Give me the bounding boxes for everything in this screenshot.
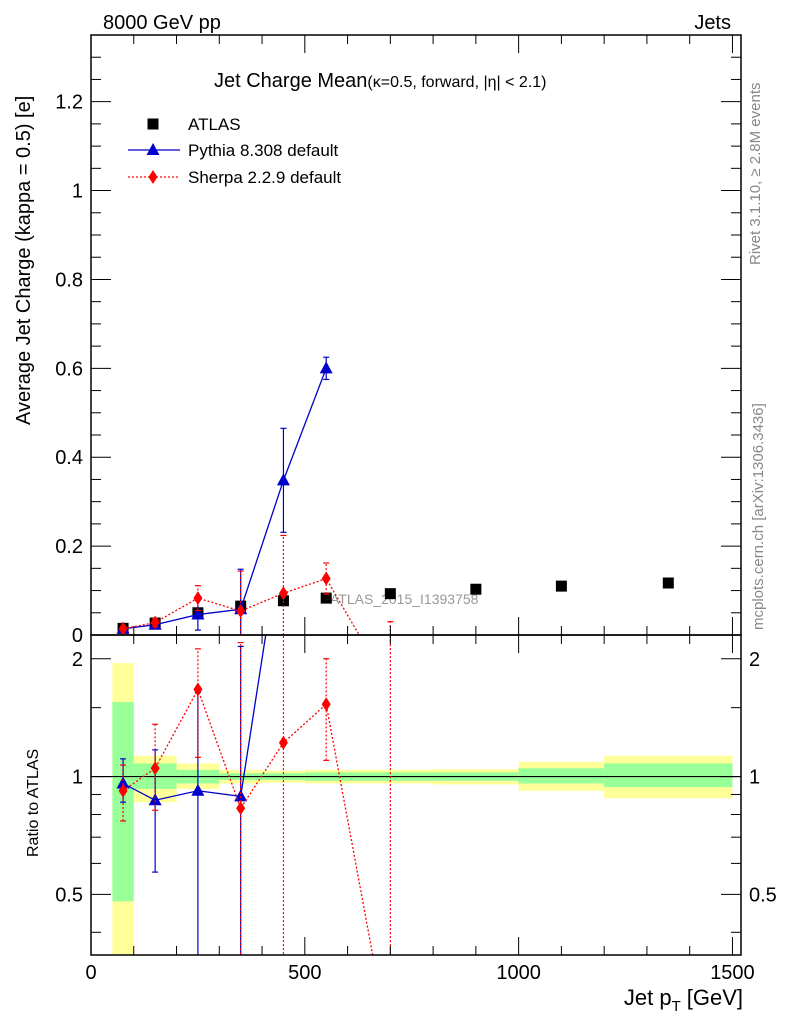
legend-atlas-marker [147, 118, 159, 130]
legend-sherpa-label: Sherpa 2.2.9 default [188, 168, 341, 187]
sherpa-point [193, 591, 203, 606]
y-tick-label: 0.4 [55, 447, 83, 469]
ratio-y-tick-label: 1 [72, 767, 83, 789]
y-tick-label: 0 [72, 625, 83, 647]
y-tick-label: 1.2 [55, 92, 83, 114]
ratio-y-tick-label-right: 0.5 [749, 884, 777, 906]
sherpa-point [321, 571, 331, 586]
ratio-inner-band [518, 768, 605, 784]
ratio-sherpa-point [236, 801, 246, 816]
y-tick-label: 0.8 [55, 269, 83, 291]
legend-pythia-label: Pythia 8.308 default [188, 141, 339, 160]
sherpa-point [118, 621, 128, 635]
atlas-point [384, 588, 396, 600]
x-axis-label-unit: [GeV] [687, 985, 743, 1010]
rivet-version-label: Rivet 3.1.10, ≥ 2.8M events [747, 83, 764, 266]
ratio-pythia-point [148, 793, 162, 806]
x-axis-label-sub: T [672, 998, 681, 1015]
ratio-y-tick-label: 2 [72, 649, 83, 671]
y-tick-label: 1 [72, 181, 83, 203]
y-tick-label: 0.6 [55, 358, 83, 380]
ratio-y-tick-label: 0.5 [55, 884, 83, 906]
analysis-watermark: ATLAS_2015_I1393758 [330, 591, 479, 607]
mcplots-label: mcplots.cern.ch [arXiv:1306.3436] [750, 403, 767, 630]
legend-pythia-marker [146, 143, 160, 155]
beam-label: 8000 GeV pp [103, 12, 221, 34]
pythia-point [191, 607, 205, 620]
x-tick-label: 0 [85, 962, 96, 984]
x-tick-label: 500 [288, 962, 321, 984]
chart-title-main: Jet Charge Mean [214, 70, 367, 92]
atlas-point [662, 577, 674, 589]
legend-atlas-label: ATLAS [188, 115, 241, 134]
sherpa-point [150, 615, 160, 630]
ratio-sherpa-point [150, 761, 160, 776]
legend: ATLAS Pythia 8.308 default Sherpa 2.2.9 de… [128, 115, 341, 187]
pythia-point [276, 473, 290, 486]
ratio-pythia-point [116, 776, 130, 789]
pythia-line [122, 368, 327, 630]
ratio-frame [90, 634, 742, 956]
chart-title-detail: (κ=0.5, forward, |η| < 2.1) [367, 74, 546, 91]
main-panel: ATLAS_2015_I1393758 0 0.2 0.4 0.6 0.8 1 1.2 Je… [13, 34, 742, 647]
legend-sherpa-marker [148, 170, 158, 184]
atlas-point [277, 595, 289, 607]
ratio-sherpa-point [193, 682, 203, 697]
x-axis-label: Jet pT [GeV] [624, 985, 743, 1015]
ratio-sherpa-point [321, 697, 331, 712]
ratio-pythia-point [191, 783, 205, 796]
ratio-sherpa-line [122, 687, 374, 955]
ratio-y-axis-label: Ratio to ATLAS [25, 749, 42, 857]
ratio-y-tick-label-right: 1 [749, 767, 760, 789]
main-y-axis-label: Average Jet Charge (kappa = 0.5) [e] [13, 96, 35, 425]
ratio-y-tick-label-right: 2 [749, 649, 760, 671]
ratio-panel: 0.5 0.5 1 1 2 2 0 500 1000 1500 Ratio to ATLAS Je… [25, 634, 777, 1015]
y-tick-label: 0.2 [55, 536, 83, 558]
ratio-sherpa-point [278, 735, 288, 750]
atlas-point [470, 583, 482, 595]
ratio-inner-band [604, 763, 733, 788]
category-label: Jets [694, 12, 731, 34]
sherpa-point [278, 586, 288, 601]
x-tick-label: 1000 [496, 962, 541, 984]
chart-title: Jet Charge Mean(κ=0.5, forward, |η| < 2.… [214, 70, 546, 92]
ratio-sherpa-point [118, 783, 128, 798]
pythia-point [319, 361, 333, 374]
x-axis-label-main: Jet p [624, 985, 672, 1010]
atlas-point [320, 592, 332, 604]
atlas-point [555, 580, 567, 592]
x-tick-label: 1500 [710, 962, 755, 984]
sherpa-point [236, 604, 246, 618]
